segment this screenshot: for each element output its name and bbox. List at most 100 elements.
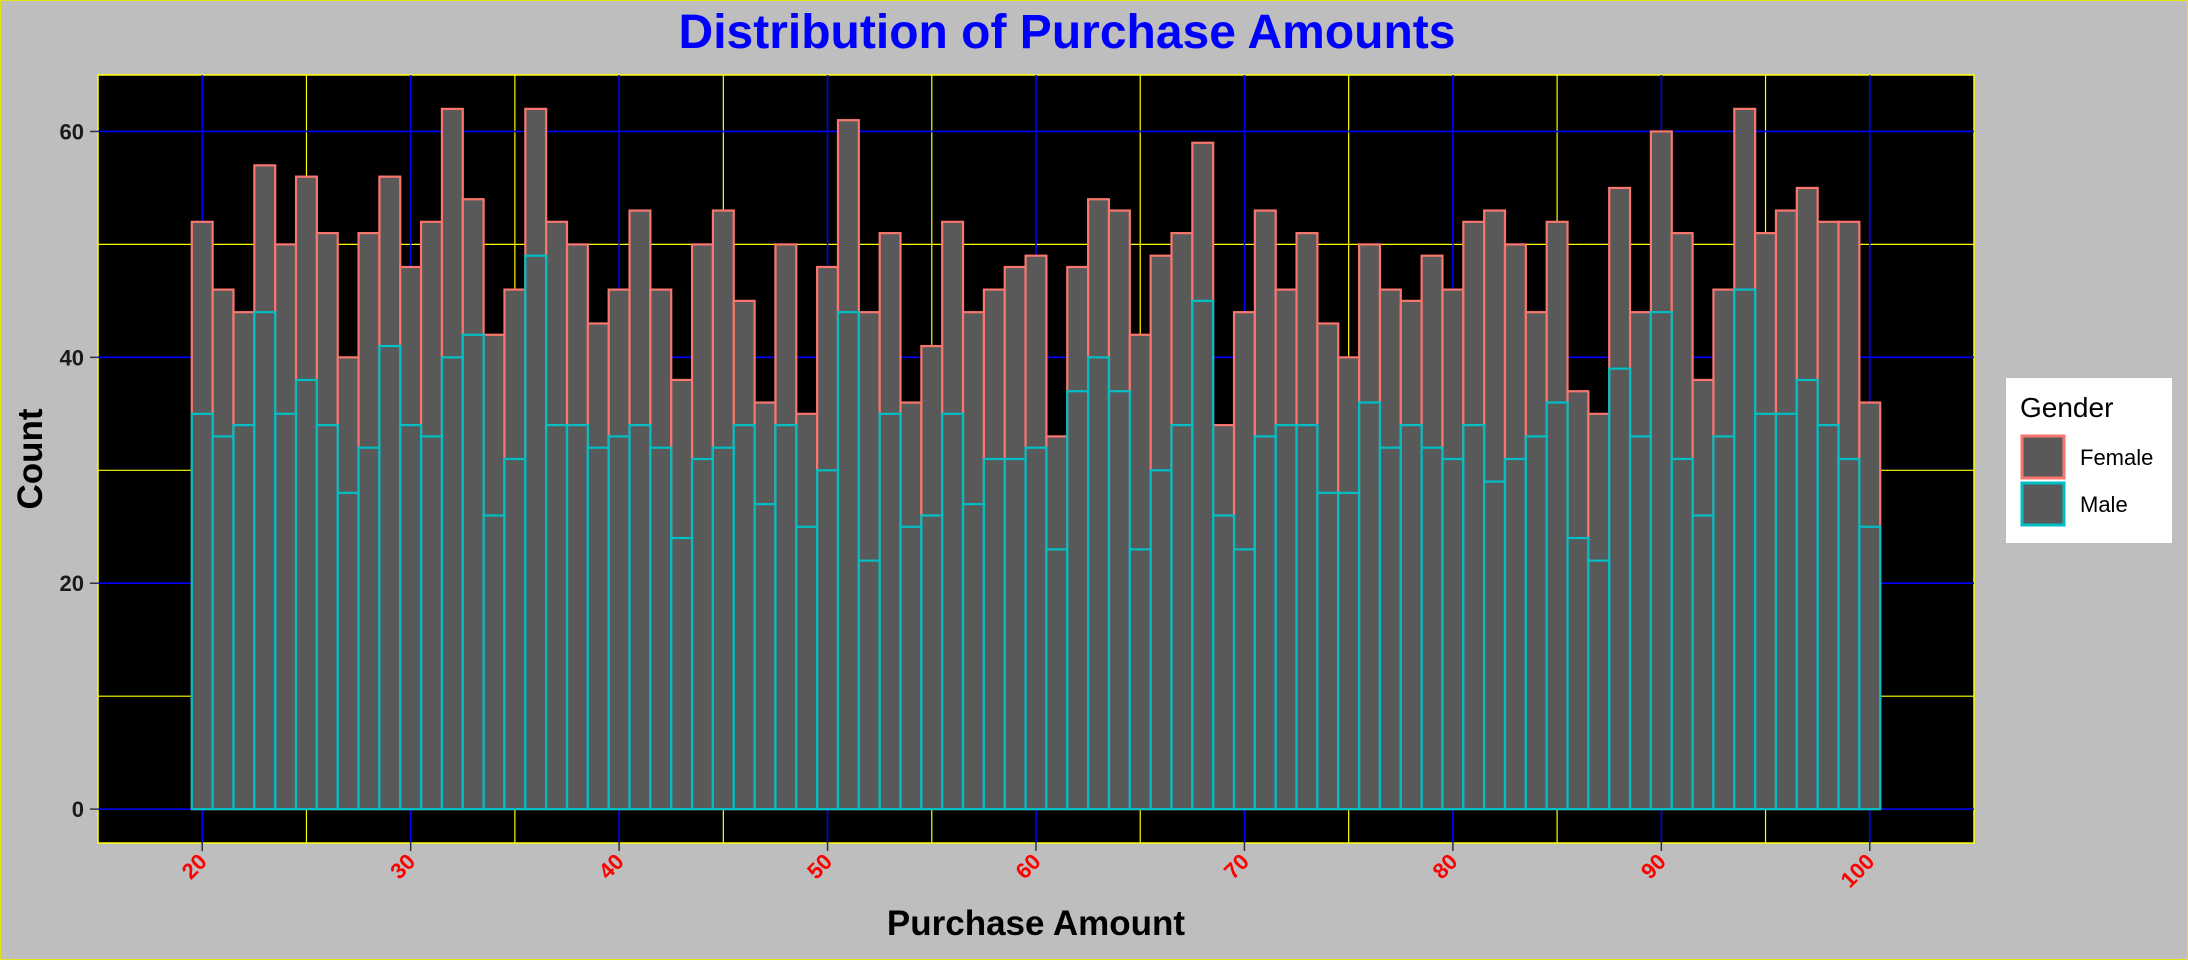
male-bar — [1712, 435, 1736, 811]
male-bar — [816, 469, 840, 811]
legend-key-female — [2020, 434, 2066, 480]
male-bar — [1232, 548, 1256, 811]
male-bar — [628, 424, 652, 811]
male-bar — [1316, 491, 1340, 811]
legend-key-male — [2020, 481, 2066, 527]
x-tick-label: 90 — [1636, 849, 1671, 884]
male-bar — [1524, 435, 1548, 811]
male-bar — [419, 435, 444, 811]
male-bar — [1587, 559, 1611, 811]
male-bar — [1566, 536, 1590, 811]
male-bar — [1649, 311, 1673, 811]
male-bar — [711, 446, 735, 811]
male-bar — [899, 525, 923, 811]
x-tick-label: 80 — [1427, 849, 1462, 884]
male-bar — [1357, 401, 1382, 811]
male-bar — [941, 412, 965, 811]
male-bars — [190, 254, 1882, 811]
male-bar — [1107, 390, 1131, 811]
male-bar — [315, 424, 339, 811]
x-tick-label: 60 — [1011, 849, 1046, 884]
male-bar — [670, 536, 694, 811]
y-tick-label: 40 — [60, 345, 84, 370]
x-tick-label: 100 — [1836, 849, 1880, 893]
x-tick-label: 20 — [177, 849, 212, 884]
male-bar — [336, 491, 360, 811]
male-bar — [1399, 424, 1423, 811]
male-bar — [1795, 378, 1819, 811]
male-bar — [795, 525, 819, 811]
male-bar — [1837, 457, 1861, 811]
y-tick-label: 0 — [72, 797, 84, 822]
male-bar — [565, 424, 589, 811]
male-bar — [294, 378, 318, 811]
male-bar — [1191, 299, 1215, 811]
legend-title: Gender — [2020, 392, 2113, 423]
male-bar — [774, 424, 798, 811]
male-bar — [440, 356, 464, 811]
x-tick-label: 70 — [1219, 849, 1254, 884]
male-bar — [1066, 390, 1090, 811]
male-bar — [1024, 446, 1048, 811]
male-bar — [1462, 424, 1486, 811]
male-bar — [1774, 412, 1798, 811]
male-bar — [1441, 457, 1465, 811]
y-tick-label: 60 — [60, 119, 84, 144]
male-bar — [1087, 356, 1111, 811]
male-bar — [1670, 457, 1694, 811]
male-bar — [211, 435, 235, 811]
male-bar — [1858, 525, 1882, 811]
x-axis-ticks: 20 30 40 50 60 70 80 90 100 — [177, 843, 1880, 893]
legend: Gender Female Male — [2006, 378, 2172, 543]
male-bar — [753, 503, 777, 811]
y-axis-title: Count — [11, 408, 50, 509]
male-bar — [1337, 491, 1361, 811]
y-tick-label: 20 — [60, 571, 84, 596]
legend-label-male: Male — [2080, 492, 2128, 517]
y-axis-ticks: 0 20 40 60 — [60, 119, 98, 822]
male-bar — [503, 457, 527, 811]
male-bar — [1274, 424, 1298, 811]
male-bar — [836, 311, 860, 811]
x-tick-label: 30 — [385, 849, 420, 884]
male-bar — [274, 412, 298, 811]
male-bar — [1420, 446, 1444, 811]
legend-label-female: Female — [2080, 445, 2153, 470]
x-tick-label: 50 — [802, 849, 837, 884]
male-bar — [1045, 548, 1069, 811]
male-bar — [1170, 424, 1194, 811]
male-bar — [545, 424, 569, 811]
male-bar — [1816, 424, 1840, 811]
male-bar — [1545, 401, 1569, 811]
male-bar — [357, 446, 381, 811]
male-bar — [1378, 446, 1402, 811]
chart-title: Distribution of Purchase Amounts — [679, 6, 1456, 59]
male-bar — [649, 446, 673, 811]
male-bar — [399, 424, 423, 811]
male-bar — [1503, 457, 1527, 811]
male-bar — [1253, 435, 1277, 811]
male-bar — [190, 412, 214, 811]
male-bar — [378, 344, 402, 811]
male-bar — [982, 457, 1006, 811]
male-bar — [253, 311, 277, 811]
male-bar — [482, 514, 506, 811]
male-bar — [461, 333, 485, 811]
male-bar — [1733, 288, 1757, 811]
male-bar — [920, 514, 944, 811]
male-bar — [1754, 412, 1778, 811]
male-bar — [690, 457, 715, 811]
male-bar — [607, 435, 631, 811]
male-bar — [232, 424, 256, 811]
x-axis-title: Purchase Amount — [887, 904, 1186, 943]
male-bar — [1608, 367, 1632, 811]
male-bar — [732, 424, 756, 811]
male-bar — [1483, 480, 1507, 811]
male-bar — [961, 503, 985, 811]
male-bar — [524, 254, 548, 811]
male-bar — [857, 559, 881, 811]
male-bar — [586, 446, 610, 811]
x-tick-label: 40 — [594, 849, 629, 884]
male-bar — [1003, 457, 1027, 811]
